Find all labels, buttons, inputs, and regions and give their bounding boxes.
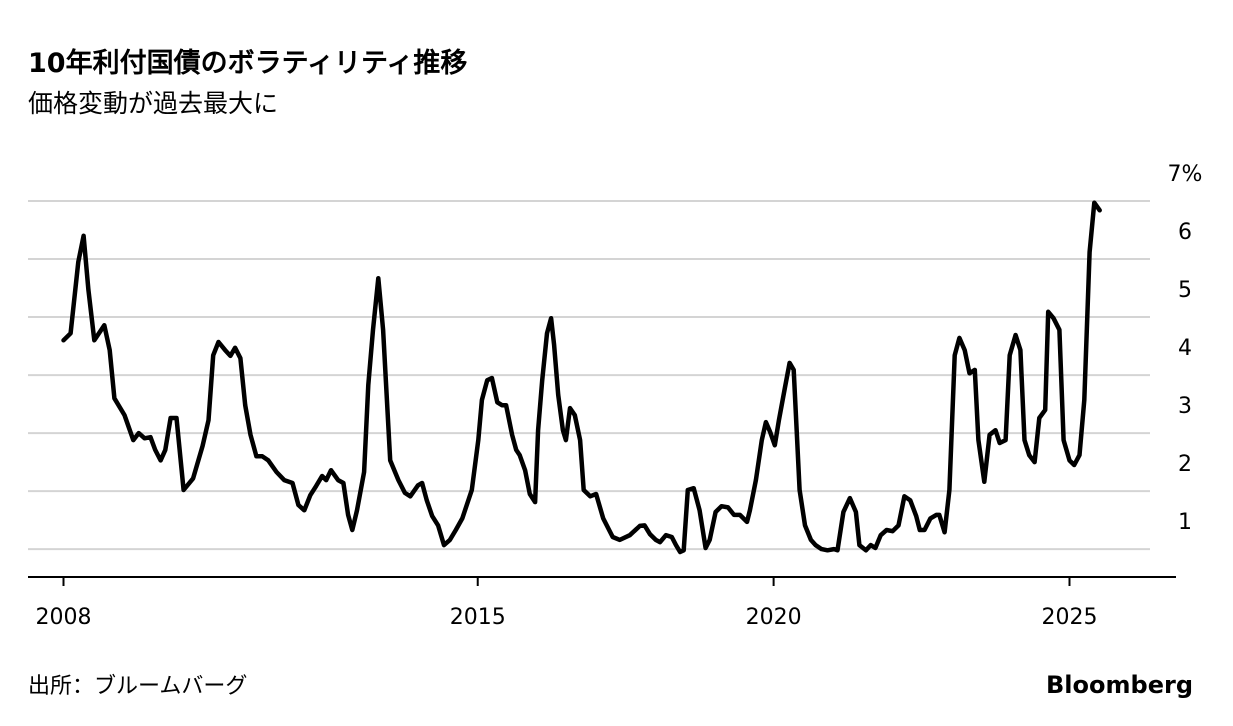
x-tick-label: 2025 — [1041, 605, 1097, 630]
data-line — [61, 200, 1102, 555]
source-note: 出所：ブルームバーグ — [28, 674, 247, 699]
chart-subtitle: 価格変動が過去最大に — [28, 89, 278, 118]
brand-logo: Bloomberg — [1046, 671, 1193, 699]
y-tick-label: 2 — [1178, 452, 1192, 477]
y-tick-label: 4 — [1178, 336, 1192, 361]
x-tick-label: 2008 — [36, 605, 92, 630]
x-tick-label: 2020 — [746, 605, 802, 630]
y-tick-label: 6 — [1178, 220, 1192, 245]
y-tick-label: 7% — [1168, 162, 1203, 187]
chart-title: 10年利付国債のボラティリティ推移 — [28, 47, 467, 79]
y-tick-label: 3 — [1178, 394, 1192, 419]
x-tick-label: 2015 — [450, 605, 506, 630]
y-tick-label: 5 — [1178, 278, 1192, 303]
y-tick-label: 1 — [1178, 510, 1192, 535]
